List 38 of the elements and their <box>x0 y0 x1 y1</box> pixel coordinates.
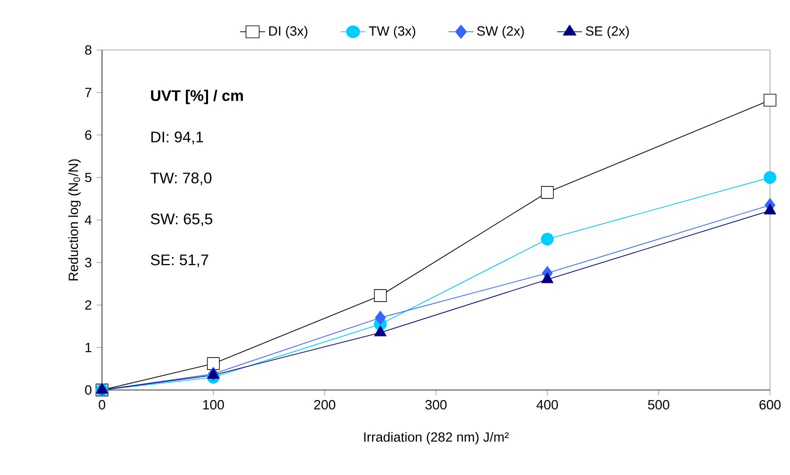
legend-label: DI (3x) <box>269 26 308 38</box>
y-tick-label: 4 <box>84 215 92 225</box>
x-tick-label: 500 <box>648 400 670 410</box>
y-tick-label: 5 <box>85 172 92 182</box>
y-tick-label: 0 <box>85 385 92 395</box>
legend-label: SW (2x) <box>477 26 524 38</box>
y-tick-label: 1 <box>86 342 92 352</box>
y-tick-label: 2 <box>85 300 92 310</box>
point <box>541 272 554 284</box>
x-tick-label: 400 <box>536 400 558 410</box>
point <box>375 310 386 325</box>
point <box>540 186 554 199</box>
x-tick-label: 200 <box>314 400 336 410</box>
point <box>207 357 220 370</box>
point <box>764 94 776 106</box>
point <box>764 171 776 184</box>
point <box>540 232 554 246</box>
x-tick-label: 0 <box>98 400 106 410</box>
x-tick-label: 600 <box>760 400 781 410</box>
y-tick-label: 7 <box>85 88 92 98</box>
x-axis-title: Irradiation (282 nm) J/m² <box>364 432 509 444</box>
annotation: UVT [%] / cm <box>151 90 243 104</box>
annotation: DI: 94,1 <box>151 132 204 144</box>
annotation: TW: 78,0 <box>150 172 212 186</box>
y-tick-label: 8 <box>85 45 92 55</box>
y-tick-label: 6 <box>85 130 92 140</box>
y-axis-title: Reduction log (N$_{0}$/N) <box>68 159 81 280</box>
point <box>374 289 387 302</box>
x-tick-label: 100 <box>203 400 224 410</box>
x-tick-label: 300 <box>425 400 447 410</box>
y-tick-label: 3 <box>85 258 92 268</box>
legend-label: TW (3x) <box>368 26 416 38</box>
legend-label: SE (2x) <box>586 26 629 38</box>
point <box>374 326 386 336</box>
point <box>96 382 108 394</box>
point <box>764 204 776 214</box>
annotation: SW: 65,5 <box>150 213 212 226</box>
annotation: SE: 51,7 <box>150 254 208 268</box>
